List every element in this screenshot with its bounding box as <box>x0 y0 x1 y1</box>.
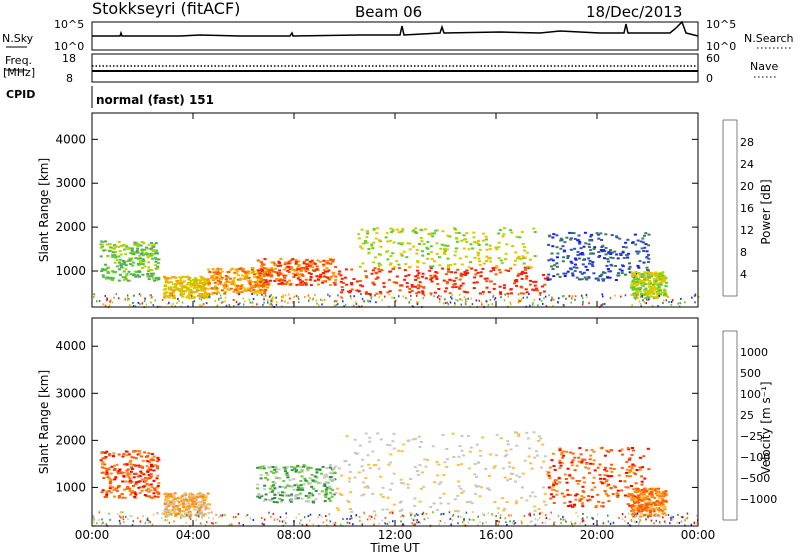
frequency-panel: Freq. [MHz] 18 8 60 0 Nave <box>3 52 778 85</box>
velocity-colorbar-tick: −25 <box>740 430 763 443</box>
power-near-range-noise <box>92 293 700 309</box>
time-axis-label: Time UT <box>369 541 420 554</box>
power-ytick-label: 2000 <box>55 220 86 234</box>
velocity-ylabel: Slant Range [km] <box>37 370 51 474</box>
noise-right-tick-bottom: 10^0 <box>706 40 736 53</box>
noise-left-tick-bottom: 10^0 <box>54 40 84 53</box>
power-echo-region <box>205 267 271 295</box>
time-tick-label: 04:00 <box>176 528 211 542</box>
time-tick-label: 00:00 <box>681 528 716 542</box>
noise-sky-trace <box>92 20 699 37</box>
time-tick-label: 12:00 <box>378 528 413 542</box>
velocity-echo-region <box>629 487 668 518</box>
power-colorbar-tick: 12 <box>740 224 754 237</box>
velocity-echo-region <box>547 446 651 509</box>
time-tick-label: 20:00 <box>580 528 615 542</box>
velocity-ytick-label: 3000 <box>55 386 86 400</box>
velocity-colorbar-tick: 1000 <box>740 346 768 359</box>
velocity-colorbar-tick: 100 <box>740 388 761 401</box>
velocity-ytick-label: 4000 <box>55 339 86 353</box>
velocity-ytick-label: 2000 <box>55 433 86 447</box>
power-colorbar-tick: 16 <box>740 202 754 215</box>
power-colorbar-tick: 24 <box>740 158 754 171</box>
nave-tick-bottom: 0 <box>706 72 713 85</box>
power-colorbar-tick: 8 <box>740 246 747 259</box>
velocity-echo-region <box>162 492 211 518</box>
velocity-colorbar-tick: 25 <box>740 409 754 422</box>
time-tick-label: 08:00 <box>277 528 312 542</box>
time-tick-label: 00:00 <box>75 528 110 542</box>
velocity-echo-region <box>335 431 550 513</box>
velocity-colorbar-label: Velocity [m s⁻¹] <box>759 381 773 474</box>
freq-unit-label: [MHz] <box>3 66 35 79</box>
power-echo-region <box>630 271 668 300</box>
velocity-panel: 4000 3000 2000 1000 00:00 04:00 08:00 12:00 16:… <box>37 317 777 554</box>
date-label: 18/Dec/2013 <box>586 3 682 21</box>
velocity-colorbar-tick: −500 <box>740 472 770 485</box>
cpid-value: normal (fast) 151 <box>96 93 214 107</box>
power-panel: 4000 3000 2000 1000 Slant Range [km] 28 24 20… <box>37 112 773 309</box>
noise-panel: N.Sky 10^5 10^0 10^5 10^0 N.Search <box>2 18 794 53</box>
power-echo-region <box>99 240 161 282</box>
cpid-label: CPID <box>6 88 35 101</box>
power-ytick-label: 4000 <box>55 132 86 146</box>
velocity-echo-region <box>99 450 161 499</box>
power-echo-region <box>357 227 537 269</box>
power-colorbar-tick: 4 <box>740 268 747 281</box>
noise-left-tick-top: 10^5 <box>54 18 84 31</box>
noise-left-label: N.Sky <box>2 32 34 45</box>
power-colorbar-label: Power [dB] <box>759 179 773 244</box>
velocity-echo-region <box>256 464 338 504</box>
power-echo-region <box>256 257 338 287</box>
velocity-colorbar-tick: −100 <box>740 451 770 464</box>
power-colorbar-tick: 28 <box>740 136 754 149</box>
power-ytick-label: 3000 <box>55 176 86 190</box>
power-ylabel: Slant Range [km] <box>37 158 51 262</box>
power-echo-region <box>546 231 651 282</box>
power-echo-region <box>334 266 550 295</box>
time-tick-label: 16:00 <box>479 528 514 542</box>
velocity-colorbar-tick: 500 <box>740 367 761 380</box>
radar-title: Stokkseyri (fitACF) <box>92 0 240 18</box>
freq-tick-top: 18 <box>62 52 76 65</box>
power-colorbar-tick: 20 <box>740 180 754 193</box>
velocity-ytick-label: 1000 <box>55 480 86 494</box>
nave-tick-top: 60 <box>706 52 720 65</box>
noise-right-label: N.Search <box>744 32 794 45</box>
freq-tick-bottom: 8 <box>66 72 73 85</box>
beam-label: Beam 06 <box>355 3 422 21</box>
power-ytick-label: 1000 <box>55 264 86 278</box>
noise-right-tick-top: 10^5 <box>706 18 736 31</box>
nave-label: Nave <box>750 60 778 73</box>
velocity-colorbar-tick: −1000 <box>740 493 777 506</box>
velocity-near-range-noise <box>92 511 699 527</box>
freq-label: Freq. <box>5 54 32 67</box>
